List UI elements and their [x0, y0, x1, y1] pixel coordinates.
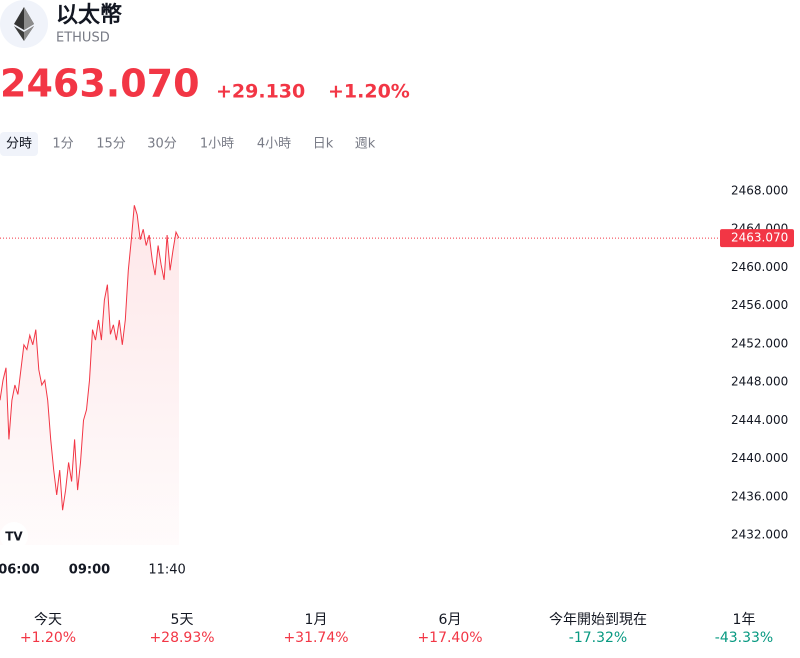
y-tick-label: 2448.000 [731, 375, 788, 389]
period-label[interactable]: 今天 [34, 612, 62, 628]
y-tick-label: 2468.000 [731, 184, 788, 198]
change-pct: +1.20% [328, 81, 410, 103]
area [0, 205, 179, 546]
y-tick-label: 2440.000 [731, 451, 788, 465]
tab[interactable]: 1分 [52, 137, 73, 152]
tab[interactable]: 4小時 [257, 137, 291, 152]
period-change[interactable]: +28.93% [149, 630, 214, 646]
y-tick-label: 2444.000 [731, 413, 788, 427]
x-tick-label: 11:40 [148, 563, 185, 578]
tab[interactable]: 日k [313, 137, 334, 152]
y-tick-label: 2460.000 [731, 260, 788, 274]
tv-logo: TV [0, 522, 28, 550]
title: 以太幣 [56, 2, 122, 28]
x-tick-label: 09:00 [69, 563, 110, 578]
line [0, 205, 180, 511]
symbol: ETHUSD [56, 31, 110, 46]
tab[interactable]: 週k [355, 137, 376, 152]
change: +29.130 [216, 81, 305, 103]
y-tick-label: 2452.000 [731, 336, 788, 350]
last-price-box [720, 229, 794, 248]
period-change[interactable]: +31.74% [283, 630, 348, 646]
y-tick-label: 2436.000 [731, 489, 788, 503]
period-label[interactable]: 今年開始到現在 [549, 612, 647, 628]
tab-selected-bg [0, 132, 38, 156]
period-change[interactable]: +17.40% [417, 630, 482, 646]
y-tick-label: 2432.000 [731, 528, 788, 542]
logo [0, 0, 48, 48]
svg-text:TV: TV [5, 530, 23, 544]
price: 2463.070 [0, 62, 200, 106]
period-label[interactable]: 5天 [171, 612, 194, 628]
tab[interactable]: 30分 [147, 137, 177, 152]
last-price-label: 2463.070 [731, 231, 788, 245]
period-label[interactable]: 1月 [305, 612, 328, 628]
tab[interactable]: 1小時 [200, 137, 234, 152]
period-change[interactable]: -17.32% [569, 630, 627, 646]
period-change[interactable]: -43.33% [715, 630, 773, 646]
y-tick-label: 2456.000 [731, 298, 788, 312]
period-label[interactable]: 1年 [733, 612, 756, 628]
period-change[interactable]: +1.20% [20, 630, 76, 646]
tab[interactable]: 分時 [6, 137, 32, 152]
tab[interactable]: 15分 [96, 137, 126, 152]
period-label[interactable]: 6月 [439, 612, 462, 628]
x-tick-label: 06:00 [0, 563, 40, 578]
